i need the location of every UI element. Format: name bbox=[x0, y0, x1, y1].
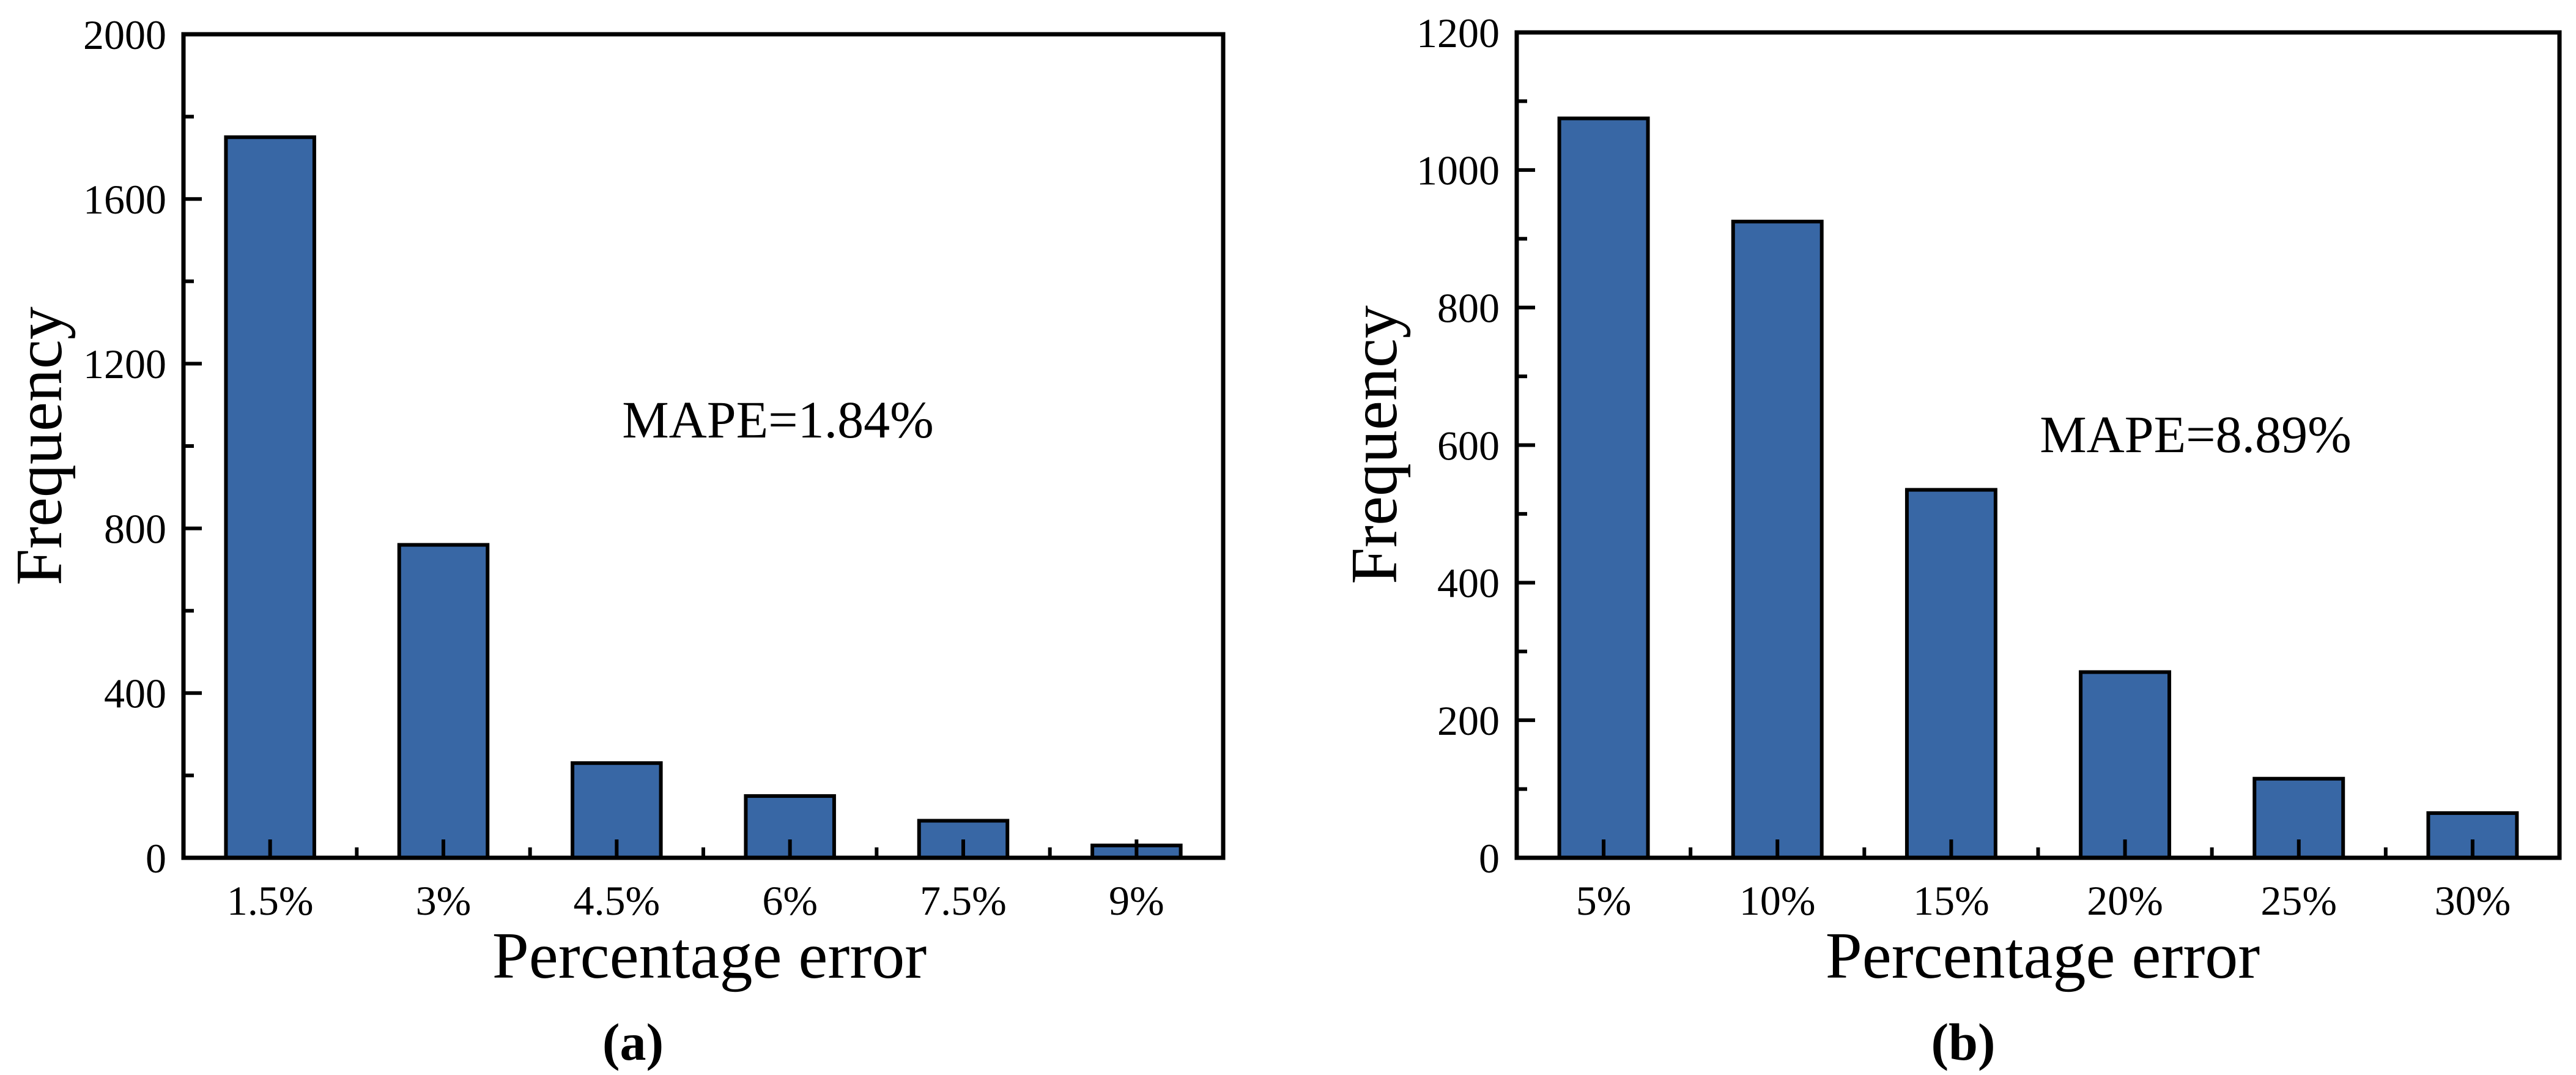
y-tick-label: 2000 bbox=[83, 12, 166, 58]
y-axis-title: Frequency bbox=[1338, 305, 1411, 584]
x-tick-label: 5% bbox=[1576, 877, 1632, 924]
x-tick-label: 7.5% bbox=[920, 877, 1007, 924]
bar-b-5% bbox=[1557, 116, 1650, 860]
x-tick-label: 20% bbox=[2087, 877, 2163, 924]
bar-a-1.5% bbox=[224, 135, 316, 860]
bar-b-20% bbox=[2079, 670, 2172, 860]
x-tick-label: 25% bbox=[2260, 877, 2337, 924]
y-tick-label: 600 bbox=[1437, 422, 1500, 469]
y-tick-label: 200 bbox=[1437, 697, 1500, 744]
x-tick-label: 10% bbox=[1739, 877, 1816, 924]
y-tick-label: 800 bbox=[1437, 285, 1500, 331]
x-tick-label: 30% bbox=[2435, 877, 2511, 924]
x-tick-label: 4.5% bbox=[574, 877, 661, 924]
y-tick-label: 0 bbox=[146, 835, 166, 882]
y-tick-label: 400 bbox=[1437, 560, 1500, 606]
bar-b-10% bbox=[1731, 220, 1824, 860]
bar-a-3% bbox=[397, 543, 490, 860]
y-tick-label: 1200 bbox=[1416, 10, 1500, 56]
mape-annotation: MAPE=1.84% bbox=[622, 390, 934, 449]
x-tick-label: 3% bbox=[416, 877, 472, 924]
x-tick-label: 9% bbox=[1109, 877, 1164, 924]
x-axis-title: Percentage error bbox=[1826, 920, 2260, 992]
x-axis-title: Percentage error bbox=[492, 920, 927, 992]
x-tick-label: 6% bbox=[762, 877, 818, 924]
x-tick-label: 15% bbox=[1913, 877, 1989, 924]
y-tick-label: 1200 bbox=[83, 341, 166, 387]
plot-border bbox=[1514, 30, 2562, 860]
panel-caption: (a) bbox=[602, 1013, 664, 1071]
mape-annotation: MAPE=8.89% bbox=[2040, 405, 2352, 464]
y-tick-label: 1000 bbox=[1416, 147, 1500, 194]
bar-b-15% bbox=[1904, 488, 1997, 860]
y-tick-label: 800 bbox=[104, 505, 166, 552]
y-tick-label: 0 bbox=[1479, 835, 1500, 882]
y-axis-title: Frequency bbox=[3, 307, 76, 586]
panel-caption: (b) bbox=[1931, 1013, 1995, 1071]
x-tick-label: 1.5% bbox=[227, 877, 314, 924]
y-tick-label: 1600 bbox=[83, 176, 166, 223]
chart-panel-a: 0 400 800 1200 1600 2000 1.5% 3% 4.5% 6% 7.5% 9% MAP… bbox=[3, 12, 1226, 1071]
y-tick-label: 400 bbox=[104, 671, 166, 717]
chart-panel-b: 0 200 400 600 800 1000 1200 5% 10% 15% 20% 25% 30% MA… bbox=[1338, 10, 2562, 1071]
